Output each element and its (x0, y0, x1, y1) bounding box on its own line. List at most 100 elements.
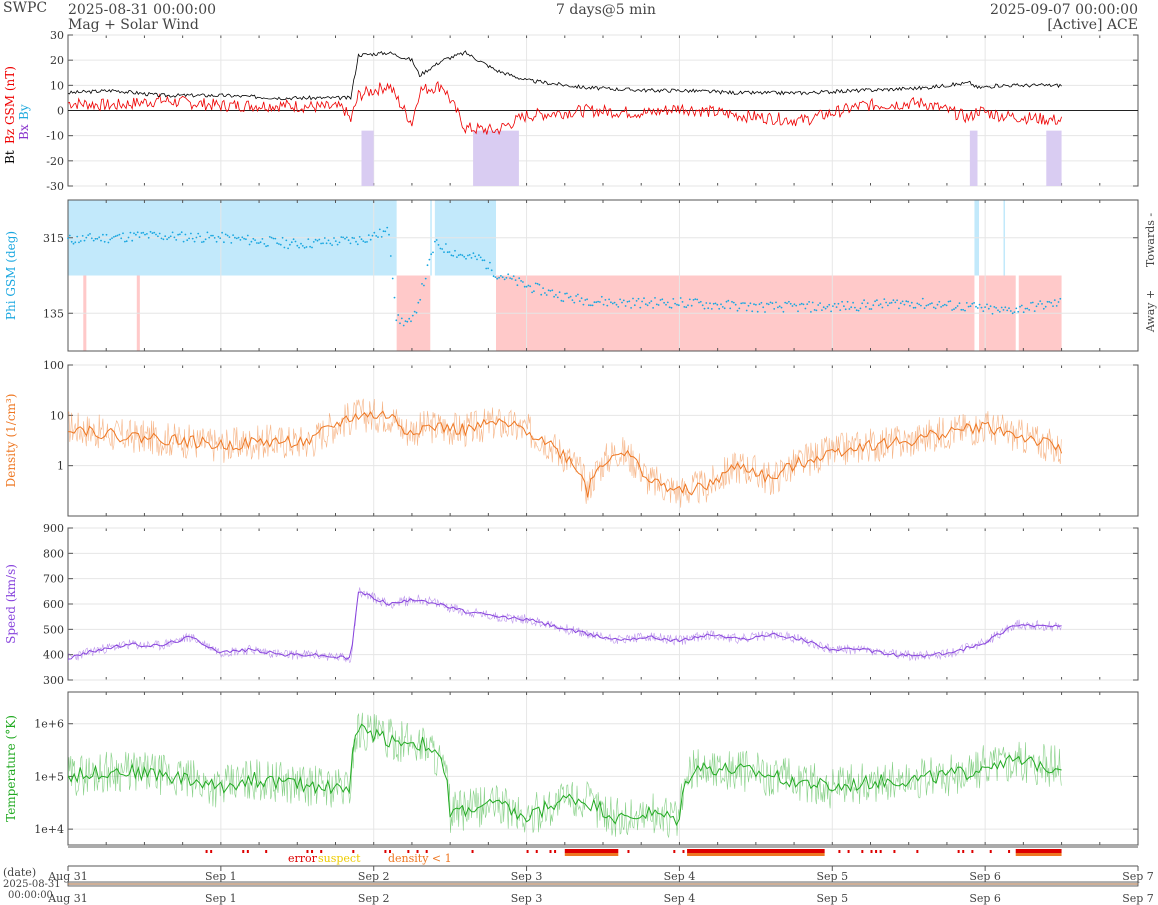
phi-point (107, 241, 110, 244)
phi-point (259, 241, 262, 244)
phi-point (993, 306, 996, 308)
phi-point (441, 248, 444, 250)
x-tick-label: Sep 5 (816, 870, 848, 883)
phi-point (511, 278, 513, 280)
phi-point (327, 239, 330, 242)
phi-point (153, 231, 156, 234)
phi-point (413, 310, 416, 313)
phi-point (463, 255, 466, 258)
phi-point (221, 231, 224, 234)
phi-point (188, 237, 191, 240)
phi-point (652, 307, 654, 309)
phi-point (929, 303, 931, 305)
phi-point (766, 302, 768, 305)
phi-point (202, 240, 205, 243)
phi-point (676, 303, 678, 306)
phi-point (811, 301, 814, 304)
phi-point (775, 301, 777, 304)
phi-point (81, 235, 84, 237)
phi-point (740, 302, 743, 305)
phi-point (738, 307, 741, 310)
phi-point (454, 249, 456, 252)
density-ytick-label: 10 (50, 409, 64, 422)
phi-point (169, 235, 172, 238)
phi-point (391, 277, 394, 280)
phi-point (509, 277, 511, 279)
phi-point (131, 239, 134, 242)
phi-point (525, 285, 528, 288)
phi-point (380, 236, 383, 238)
source-label[interactable]: [Active] ACE (1047, 17, 1138, 33)
phi-point (1004, 306, 1007, 309)
phi-point (560, 299, 563, 302)
phi-point (100, 239, 102, 242)
phi-point (553, 295, 555, 298)
phi-point (434, 240, 436, 243)
phi-point (362, 240, 365, 243)
phi-point (892, 299, 895, 302)
phi-point (1046, 300, 1049, 303)
phi-point (692, 299, 695, 301)
phi-point (755, 303, 757, 306)
phi-point (569, 295, 572, 298)
phi-point (415, 311, 418, 314)
phi-point (610, 301, 612, 304)
phi-point (256, 242, 258, 244)
phi-point (193, 240, 196, 243)
phi-point (976, 307, 979, 309)
phi-point (846, 300, 849, 303)
phi-point (632, 297, 634, 300)
phi-point (828, 303, 831, 306)
phi-point (316, 239, 319, 242)
phi-point (325, 242, 328, 245)
phi-point (841, 300, 843, 303)
phi-point (732, 301, 735, 304)
phi-point (518, 277, 521, 280)
phi-point (503, 278, 506, 281)
phi-point (483, 259, 486, 262)
phi-point (566, 292, 568, 295)
x-tick-label: Sep 4 (664, 870, 696, 883)
phi-point (940, 306, 942, 308)
phi-point (355, 240, 357, 243)
phi-point (140, 232, 143, 234)
phi-point (164, 235, 167, 238)
slider-start-time: 00:00:00 (8, 890, 53, 901)
phi-point (272, 237, 275, 240)
temperature-series (68, 712, 1062, 839)
phi-point (877, 304, 880, 307)
bx-axis-label: Bx (17, 124, 31, 140)
phi-point (655, 303, 658, 306)
legend-suspect: suspect (318, 852, 361, 865)
phi-point (793, 303, 796, 306)
phi-point (340, 236, 343, 239)
phi-point (954, 306, 957, 309)
speed-trend (68, 591, 1062, 660)
speed-ytick-label: 900 (43, 522, 64, 535)
phi-point (507, 273, 510, 276)
phi-point (331, 244, 333, 247)
temperature-trend (68, 723, 1062, 827)
error-flag (311, 850, 314, 853)
phi-point (927, 304, 930, 306)
slider-tick-label: Aug 31 (47, 892, 88, 905)
phi-point (505, 276, 508, 279)
phi-point (79, 240, 82, 242)
error-flag (879, 850, 882, 853)
phi-point (243, 237, 246, 240)
phi-point (356, 243, 359, 246)
phi-point (788, 300, 790, 303)
phi-point (701, 304, 704, 307)
phi-point (555, 294, 557, 296)
phi-point (496, 277, 499, 280)
phi-point (595, 301, 598, 304)
phi-point (909, 304, 911, 307)
phi-point (448, 251, 451, 253)
phi-point (435, 239, 438, 241)
phi-point (232, 234, 235, 237)
phi-point (751, 310, 754, 313)
phi-point (281, 236, 284, 239)
phi-point (199, 235, 202, 238)
phi-point (545, 294, 548, 296)
phi-point (265, 245, 267, 248)
